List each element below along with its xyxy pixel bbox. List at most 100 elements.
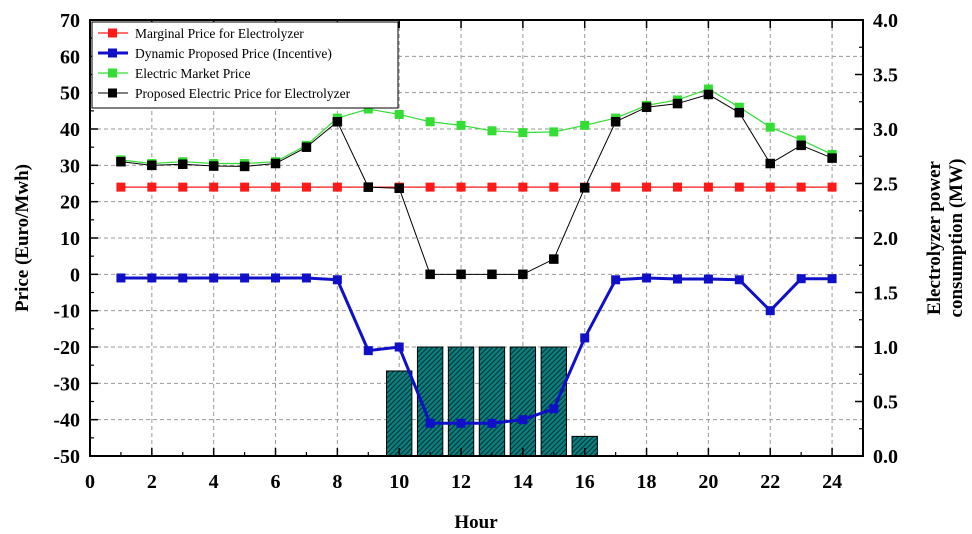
- series-marker-1: [487, 418, 497, 428]
- series-marker-3: [178, 159, 188, 169]
- y-right-tick-label: 2.0: [873, 228, 898, 250]
- y-left-tick-label: -40: [53, 410, 80, 432]
- series-marker-2: [394, 109, 404, 119]
- power-bar: [509, 346, 537, 457]
- power-bar: [447, 346, 475, 457]
- series-marker-0: [703, 182, 713, 192]
- series-marker-0: [672, 182, 682, 192]
- series-marker-1: [611, 275, 621, 285]
- series-marker-1: [271, 273, 281, 283]
- x-tick-label: 22: [760, 471, 780, 493]
- series-marker-1: [703, 274, 713, 284]
- series-marker-1: [332, 275, 342, 285]
- series-marker-3: [796, 140, 806, 151]
- series-marker-3: [487, 269, 497, 280]
- y-axis-right-title-line1: Electrolyzer power: [924, 160, 945, 314]
- y-right-tick-label: 4.0: [873, 10, 898, 32]
- y-left-tick-label: 0: [70, 264, 80, 286]
- series-marker-3: [610, 116, 621, 127]
- legend-label-1: Dynamic Proposed Price (Incentive): [135, 46, 332, 61]
- series-marker-3: [456, 269, 466, 280]
- y-left-tick-label: 30: [60, 155, 80, 177]
- y-right-tick-label: 0.5: [873, 392, 898, 414]
- x-tick-label: 12: [451, 471, 471, 493]
- series-marker-0: [116, 182, 126, 192]
- series-marker-1: [240, 273, 250, 283]
- y-left-tick-label: -10: [53, 301, 80, 323]
- series-marker-3: [116, 156, 126, 167]
- y-left-tick-label: 40: [60, 119, 80, 141]
- legend-label-3: Proposed Electric Price for Electrolyzer: [135, 86, 351, 101]
- x-tick-label: 8: [332, 471, 342, 493]
- series-marker-3: [208, 161, 219, 171]
- axis-ticks: [89, 19, 863, 457]
- series-marker-0: [611, 182, 621, 192]
- series-marker-2: [703, 84, 713, 94]
- series-line-2: [120, 88, 833, 165]
- x-tick-label: 14: [513, 471, 533, 493]
- series-marker-2: [734, 102, 744, 112]
- power-bar: [540, 346, 567, 457]
- x-tick-label: 10: [389, 471, 409, 493]
- series-marker-3: [270, 158, 281, 169]
- x-axis-title: Hour: [454, 512, 498, 533]
- series-marker-3: [301, 142, 312, 152]
- y-right-tick-label: 1.0: [873, 337, 898, 359]
- series-marker-3: [579, 183, 590, 193]
- series-marker-1: [209, 273, 219, 283]
- x-tick-label: 2: [147, 471, 157, 493]
- legend-label-2: Electric Market Price: [135, 66, 250, 81]
- series-marker-0: [734, 182, 744, 192]
- series-marker-1: [425, 418, 435, 428]
- legend: Marginal Price for Electrolyzer Dynamic P…: [91, 21, 399, 109]
- series-marker-2: [580, 120, 590, 130]
- series-marker-3: [239, 161, 250, 172]
- series-marker-3: [394, 183, 404, 193]
- x-tick-label: 20: [698, 471, 718, 493]
- series-marker-3: [363, 182, 374, 192]
- x-tick-label: 6: [271, 471, 281, 493]
- series-marker-2: [456, 120, 466, 130]
- series-marker-0: [425, 182, 435, 192]
- series-marker-1: [518, 415, 528, 425]
- series-marker-3: [703, 89, 714, 100]
- series-marker-0: [147, 182, 157, 192]
- series-marker-3: [641, 102, 652, 112]
- series-marker-2: [425, 117, 435, 127]
- series-marker-1: [827, 274, 837, 284]
- y-left-tick-label: 10: [60, 228, 80, 250]
- series-marker-0: [301, 182, 311, 192]
- series-marker-1: [301, 273, 311, 283]
- series-marker-1: [796, 274, 806, 284]
- x-tick-label: 24: [822, 471, 842, 493]
- series-marker-0: [240, 182, 250, 192]
- x-tick-label: 18: [637, 471, 657, 493]
- series-marker-1: [580, 333, 590, 343]
- series-marker-1: [178, 273, 188, 283]
- x-tick-label: 0: [85, 471, 95, 493]
- power-bar: [478, 346, 506, 457]
- legend-marker-3: [108, 88, 117, 98]
- legend-box: [91, 21, 399, 109]
- series-marker-1: [734, 275, 744, 285]
- legend-marker-0: [108, 28, 117, 38]
- y-left-tick-label: -30: [53, 373, 80, 395]
- series-marker-0: [487, 182, 497, 192]
- y-left-tick-label: 70: [60, 10, 80, 32]
- series-marker-2: [549, 127, 559, 137]
- series-marker-0: [642, 182, 652, 192]
- series-marker-3: [332, 116, 343, 127]
- power-bar: [386, 370, 413, 457]
- series-marker-1: [363, 346, 373, 356]
- series-marker-2: [765, 122, 775, 132]
- y-left-tick-label: 50: [60, 83, 80, 105]
- series-marker-2: [487, 126, 497, 136]
- y-right-tick-label: 0.0: [873, 446, 898, 468]
- power-bars: [386, 346, 598, 457]
- series-line-3: [120, 93, 833, 275]
- series-marker-3: [147, 160, 157, 171]
- y-left-tick-label: -50: [53, 446, 80, 468]
- series-marker-3: [765, 158, 775, 169]
- y-right-tick-label: 3.0: [873, 119, 898, 141]
